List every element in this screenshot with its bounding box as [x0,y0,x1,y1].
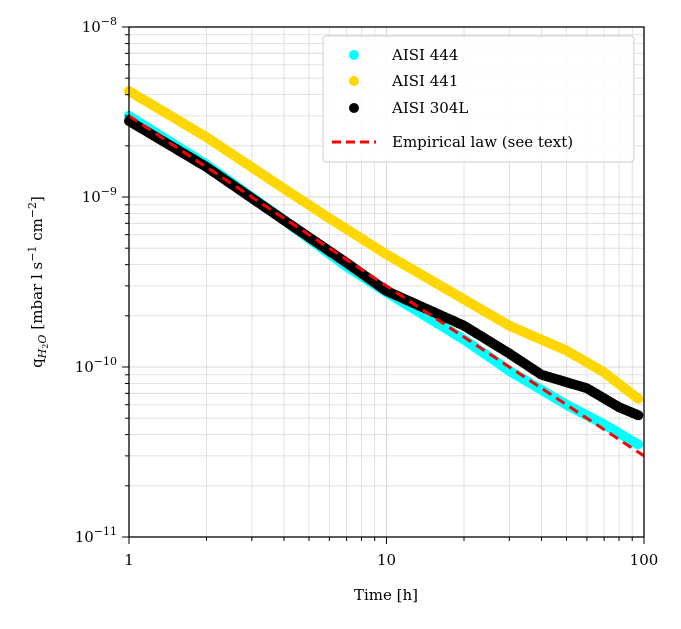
y-axis-label-units-a: [mbar l s [28,262,46,330]
data-layer [124,86,645,458]
x-tick-label: 100 [630,551,659,569]
legend-label-aisi-444: AISI 444 [391,46,458,64]
legend-label-aisi-441: AISI 441 [391,72,458,90]
y-axis-label-prefix: q [28,358,46,368]
data-point-aisi-444 [633,439,644,450]
y-axis-label-units-c: ] [28,196,46,202]
y-tick-label: 10−9 [82,185,117,206]
legend-label-empirical-law: Empirical law (see text) [392,133,573,151]
data-point-aisi-441 [633,393,644,404]
y-axis-label-exp1: −1 [26,246,39,262]
y-axis-label-subscript3: O [36,335,49,344]
tick-layer: 1 10 100 10−11 10−10 10−9 10−8 [75,15,659,569]
y-tick-label: 10−10 [75,355,117,376]
x-axis-label: Time [h] [354,586,418,604]
data-point-aisi-304l [633,410,644,421]
y-axis-label-subscript: H [36,348,49,359]
y-tick-label: 10−11 [75,525,117,546]
legend: AISI 444 AISI 441 AISI 304L Empirical la… [322,35,635,163]
legend-marker-aisi-304l [349,103,359,113]
y-axis-label-units-b: cm [28,218,46,245]
y-axis-label-subscript2: 2 [41,344,50,349]
legend-box [322,35,635,163]
legend-marker-aisi-441 [349,76,359,86]
legend-label-aisi-304l: AISI 304L [391,99,468,117]
series-aisi-441 [124,86,644,404]
y-axis-label: qH2O [mbar l s−1 cm−2] [26,196,50,368]
y-tick-label: 10−8 [82,15,117,36]
y-axis-label-exp2: −2 [26,202,39,218]
series-empirical-law-see-text [128,114,645,458]
x-tick-label: 1 [124,551,134,569]
legend-marker-aisi-444 [349,50,359,60]
x-tick-label: 10 [377,551,396,569]
series-line-empirical-law-see-text [128,114,645,458]
series-aisi-304l [124,116,644,421]
